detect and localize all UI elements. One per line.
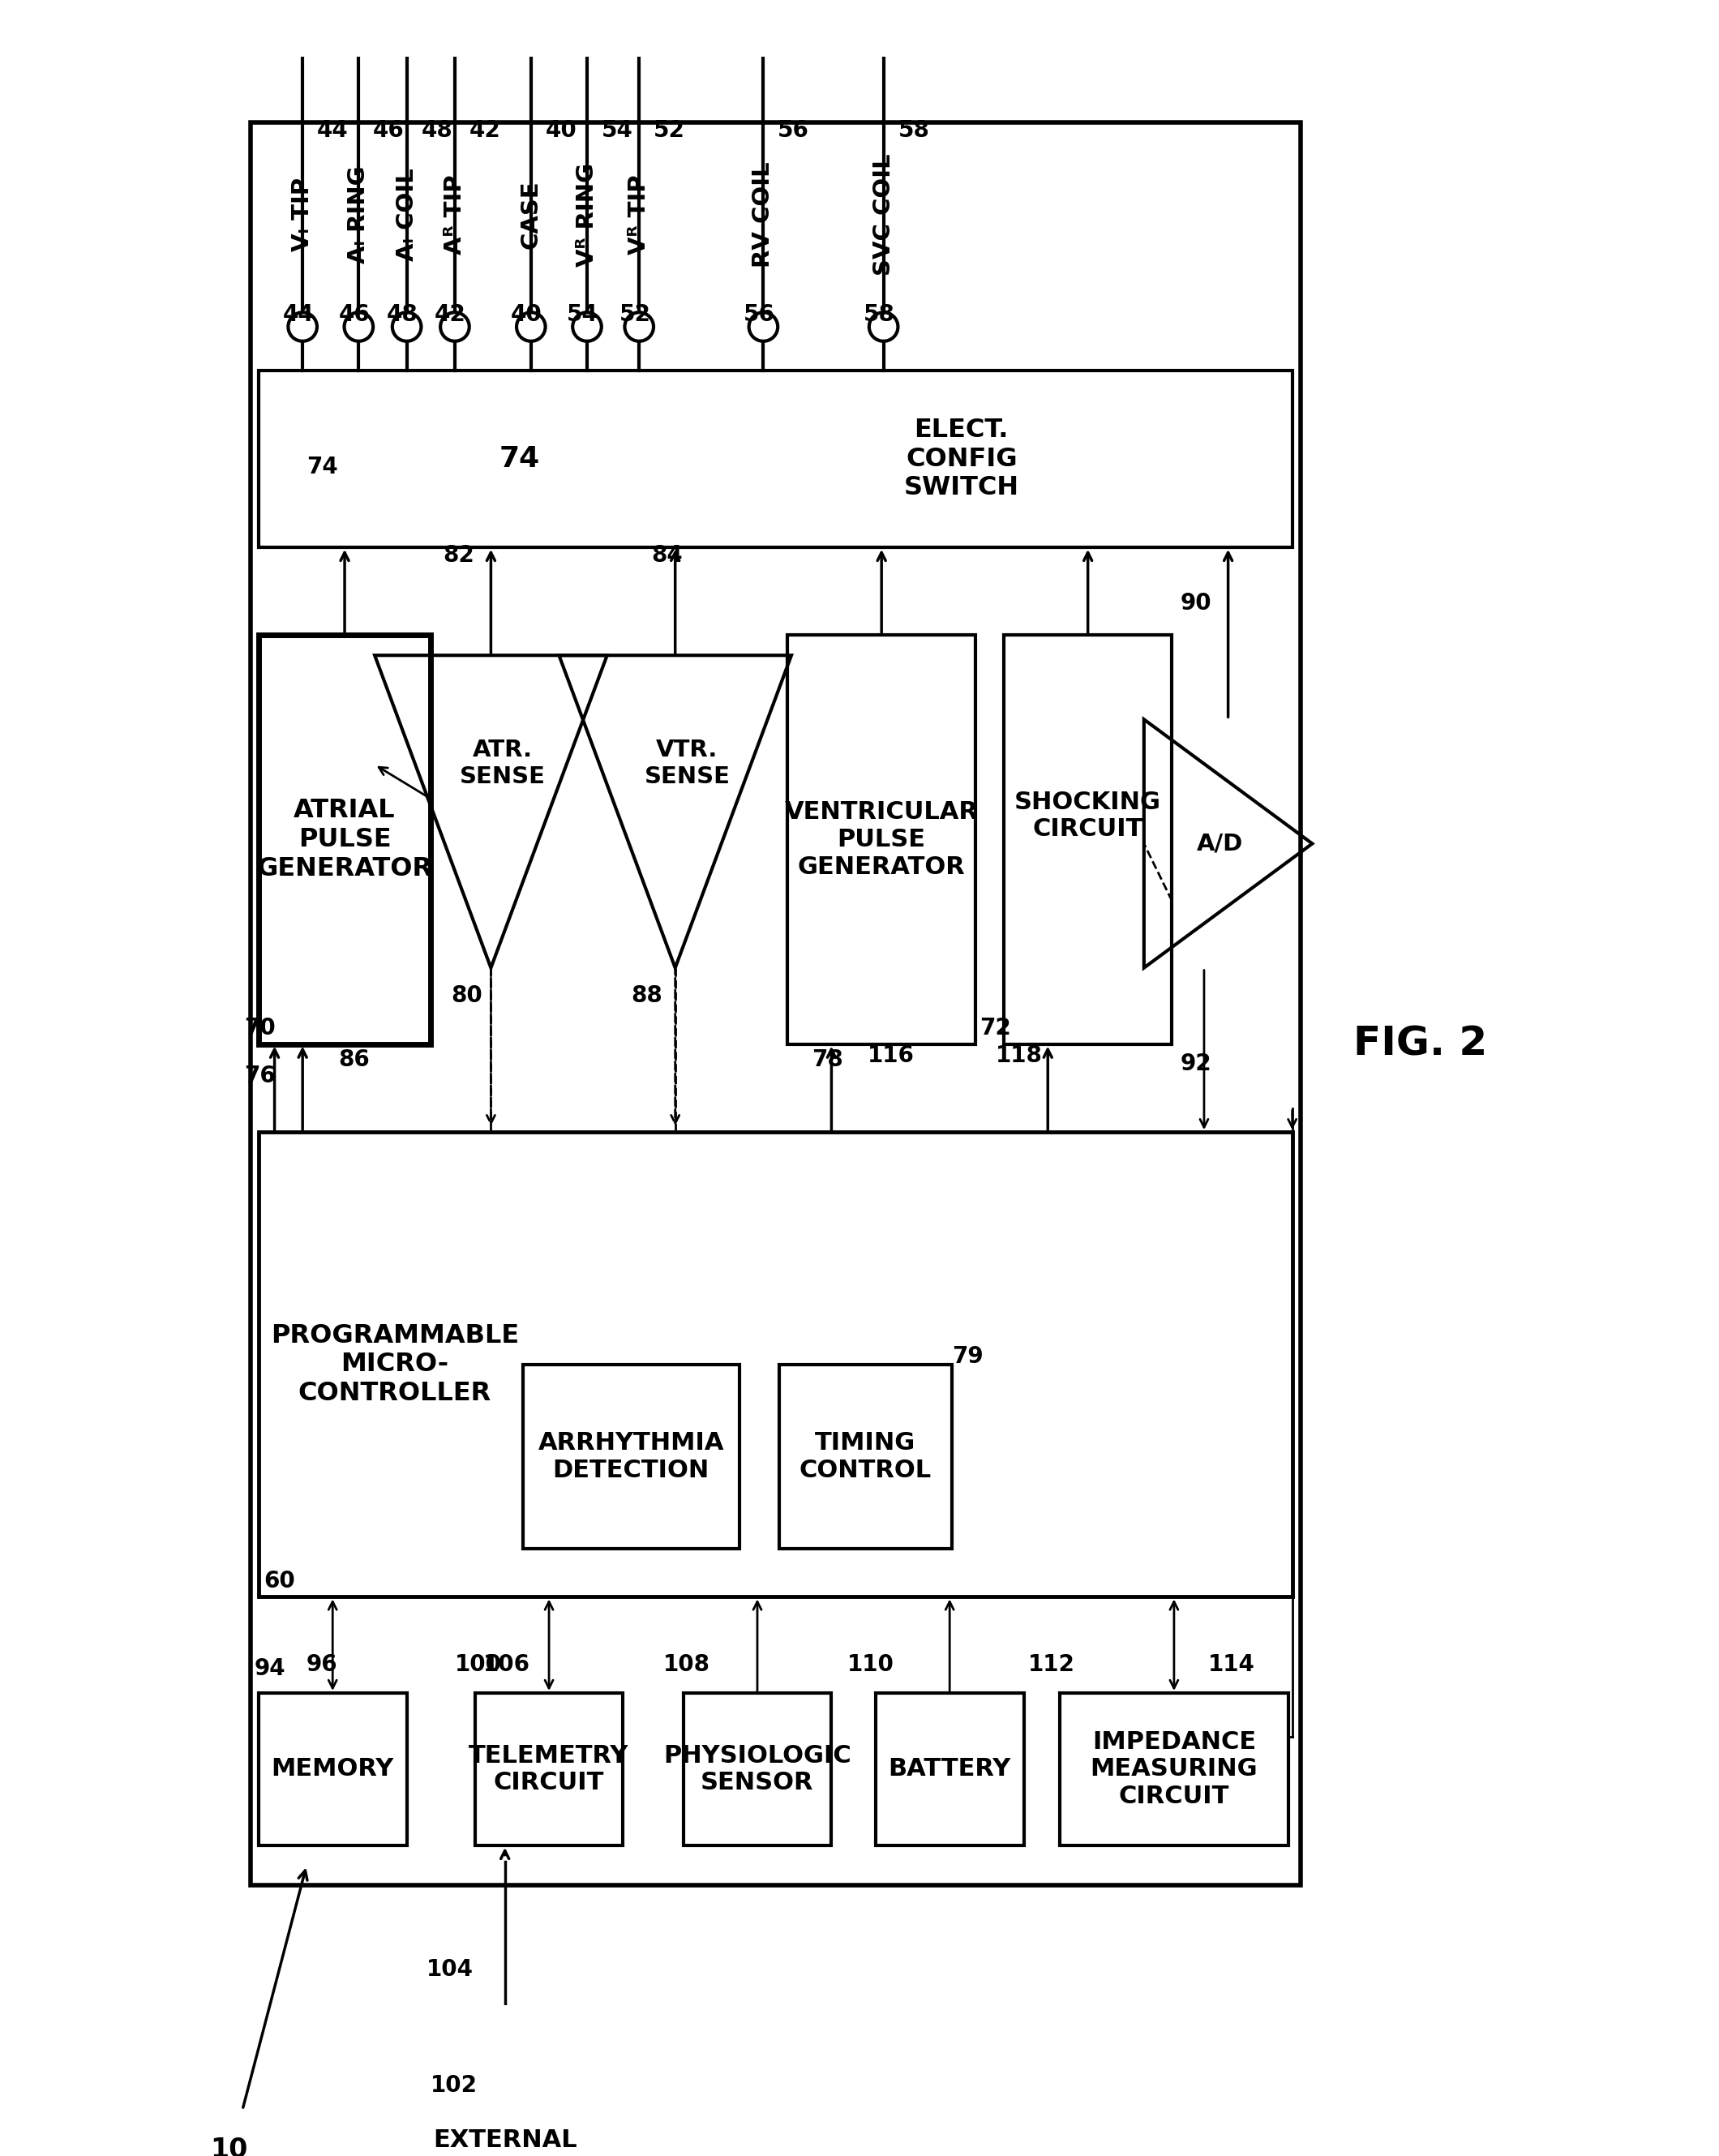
Text: FIG. 2: FIG. 2 xyxy=(1353,1024,1487,1063)
Text: RV COIL: RV COIL xyxy=(751,162,775,267)
Bar xyxy=(682,1692,832,1846)
Text: Aᴿ TIP: Aᴿ TIP xyxy=(444,175,466,254)
Bar xyxy=(875,1692,1025,1846)
Text: 96: 96 xyxy=(306,1654,339,1677)
Text: 44: 44 xyxy=(316,119,349,142)
Text: ATRIAL
PULSE
GENERATOR: ATRIAL PULSE GENERATOR xyxy=(256,798,433,882)
Bar xyxy=(426,2085,583,2156)
Text: 108: 108 xyxy=(664,1654,710,1677)
Text: ELECT.
CONFIG
SWITCH: ELECT. CONFIG SWITCH xyxy=(904,418,1019,500)
Text: 46: 46 xyxy=(339,304,370,326)
Text: 74: 74 xyxy=(306,455,339,479)
Text: 52: 52 xyxy=(653,119,686,142)
Text: Vᴿ RING: Vᴿ RING xyxy=(576,162,598,267)
Text: 70: 70 xyxy=(244,1018,275,1039)
Text: 54: 54 xyxy=(602,119,633,142)
Text: 76: 76 xyxy=(244,1065,275,1087)
Text: SHOCKING
CIRCUIT: SHOCKING CIRCUIT xyxy=(1014,791,1162,841)
Text: 80: 80 xyxy=(450,985,483,1007)
Text: 106: 106 xyxy=(483,1654,529,1677)
Text: Vₗ TIP: Vₗ TIP xyxy=(291,177,315,252)
Text: 104: 104 xyxy=(426,1958,474,1981)
Text: 84: 84 xyxy=(652,543,682,567)
Text: TIMING
CONTROL: TIMING CONTROL xyxy=(799,1432,932,1481)
Text: 90: 90 xyxy=(1179,593,1212,614)
Text: PHYSIOLOGIC
SENSOR: PHYSIOLOGIC SENSOR xyxy=(664,1744,851,1794)
Text: 40: 40 xyxy=(511,304,541,326)
Text: 58: 58 xyxy=(897,119,930,142)
Text: 118: 118 xyxy=(995,1046,1043,1067)
Text: 112: 112 xyxy=(1028,1654,1074,1677)
Bar xyxy=(258,371,1293,548)
Text: Aₗ RING: Aₗ RING xyxy=(347,166,370,263)
Text: 44: 44 xyxy=(282,304,315,326)
Text: 48: 48 xyxy=(421,119,452,142)
Text: 10: 10 xyxy=(210,2137,248,2156)
Text: 52: 52 xyxy=(619,304,650,326)
Bar xyxy=(258,636,431,1044)
Text: 40: 40 xyxy=(545,119,578,142)
Text: IMPEDANCE
MEASURING
CIRCUIT: IMPEDANCE MEASURING CIRCUIT xyxy=(1090,1729,1258,1809)
Text: TELEMETRY
CIRCUIT: TELEMETRY CIRCUIT xyxy=(469,1744,629,1794)
Bar xyxy=(787,636,976,1044)
Text: 79: 79 xyxy=(952,1345,983,1367)
Text: Vᴿ TIP: Vᴿ TIP xyxy=(627,175,650,254)
Text: 88: 88 xyxy=(631,985,662,1007)
Bar xyxy=(523,1365,739,1548)
Text: 48: 48 xyxy=(387,304,418,326)
Text: 110: 110 xyxy=(847,1654,894,1677)
Bar xyxy=(258,1132,1293,1598)
Text: Aₗ COIL: Aₗ COIL xyxy=(395,168,418,261)
Text: MEMORY: MEMORY xyxy=(272,1757,394,1781)
Text: VENTRICULAR
PULSE
GENERATOR: VENTRICULAR PULSE GENERATOR xyxy=(784,800,978,880)
Text: 116: 116 xyxy=(868,1046,915,1067)
Text: 92: 92 xyxy=(1179,1052,1212,1076)
Bar xyxy=(1061,1692,1288,1846)
Bar xyxy=(251,123,1300,1884)
Text: PROGRAMMABLE
MICRO-
CONTROLLER: PROGRAMMABLE MICRO- CONTROLLER xyxy=(270,1324,519,1406)
Text: 114: 114 xyxy=(1208,1654,1255,1677)
Text: 60: 60 xyxy=(265,1570,296,1591)
Text: 82: 82 xyxy=(444,543,474,567)
Text: BATTERY: BATTERY xyxy=(889,1757,1011,1781)
Text: CASE: CASE xyxy=(519,181,541,248)
Text: 58: 58 xyxy=(863,304,896,326)
Text: EXTERNAL
DEVICE: EXTERNAL DEVICE xyxy=(433,2128,578,2156)
Text: A/D: A/D xyxy=(1196,832,1243,856)
Text: 42: 42 xyxy=(435,304,466,326)
Text: 54: 54 xyxy=(567,304,598,326)
Text: 56: 56 xyxy=(743,304,775,326)
Text: 78: 78 xyxy=(811,1048,842,1072)
Text: SVC COIL: SVC COIL xyxy=(872,153,896,276)
Bar xyxy=(474,1692,622,1846)
Text: 72: 72 xyxy=(980,1018,1011,1039)
Text: ARRHYTHMIA
DETECTION: ARRHYTHMIA DETECTION xyxy=(538,1432,724,1481)
Text: 74: 74 xyxy=(499,444,540,472)
Text: VTR.
SENSE: VTR. SENSE xyxy=(645,740,731,787)
Text: 94: 94 xyxy=(254,1658,285,1680)
Bar xyxy=(1004,636,1172,1044)
Text: 42: 42 xyxy=(469,119,500,142)
Text: 46: 46 xyxy=(373,119,404,142)
Bar xyxy=(258,1692,407,1846)
Text: 56: 56 xyxy=(777,119,810,142)
Bar xyxy=(779,1365,952,1548)
Text: ATR.
SENSE: ATR. SENSE xyxy=(461,740,547,787)
Text: 100: 100 xyxy=(456,1654,502,1677)
Text: 102: 102 xyxy=(431,2074,478,2098)
Text: 86: 86 xyxy=(339,1048,370,1072)
